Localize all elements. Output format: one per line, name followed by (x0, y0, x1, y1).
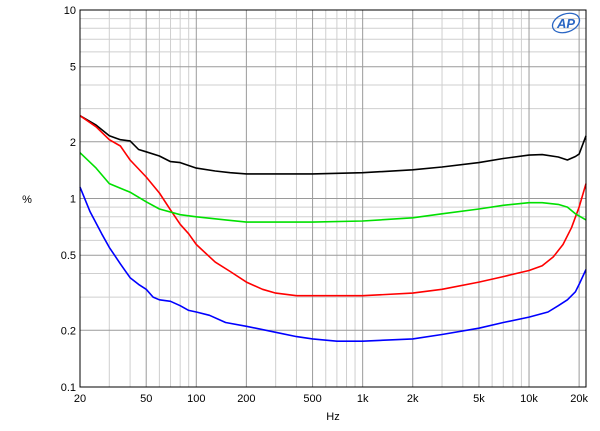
y-tick-label: 10 (64, 5, 76, 17)
ap-logo-text: AP (556, 16, 575, 31)
y-tick-label: 0.1 (61, 382, 76, 394)
x-tick-label: 100 (187, 393, 205, 405)
y-tick-label: 2 (70, 137, 76, 149)
x-tick-label: 5k (473, 393, 485, 405)
x-tick-label: 500 (303, 393, 321, 405)
series-line (79, 152, 587, 223)
data-series (79, 115, 587, 342)
series-line (79, 115, 587, 297)
plot-frame (79, 9, 587, 388)
major-gridlines (80, 10, 586, 387)
series-line (79, 115, 587, 175)
x-tick-label: 10k (520, 393, 538, 405)
x-tick-label: 200 (237, 393, 255, 405)
y-tick-label: 0.5 (61, 250, 76, 262)
x-tick-label: 1k (357, 393, 369, 405)
x-axis-label: Hz (326, 411, 339, 423)
series-line (79, 186, 587, 342)
y-tick-label: 0.2 (61, 325, 76, 337)
x-tick-labels: 20 50 100 200 500 1k 2k 5k 10k 20k (74, 393, 589, 405)
ap-logo-ring (551, 12, 581, 34)
x-tick-label: 2k (407, 393, 419, 405)
y-tick-label: 5 (70, 62, 76, 74)
y-tick-label: 1 (70, 194, 76, 206)
x-tick-label: 20k (570, 393, 588, 405)
ap-logo: AP (551, 12, 581, 34)
x-tick-label: 20 (74, 393, 86, 405)
y-axis-label: % (22, 194, 32, 206)
x-tick-label: 50 (140, 393, 152, 405)
y-tick-labels: 10 5 2 1 0.5 0.2 0.1 (61, 5, 76, 394)
